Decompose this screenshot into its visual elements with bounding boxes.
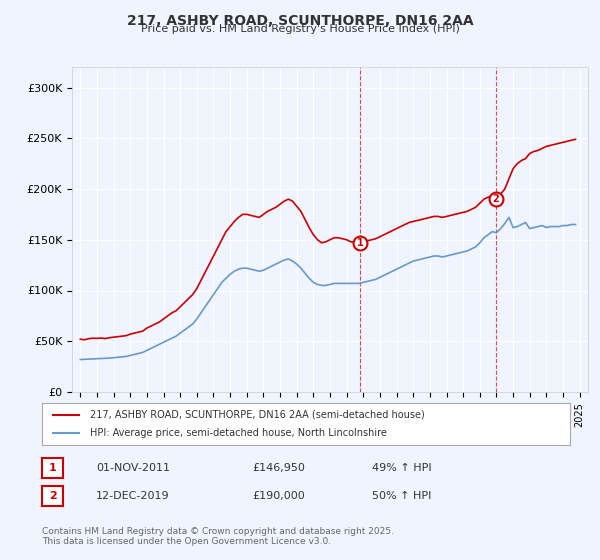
Text: 12-DEC-2019: 12-DEC-2019 xyxy=(96,491,170,501)
Text: 01-NOV-2011: 01-NOV-2011 xyxy=(96,463,170,473)
Text: 217, ASHBY ROAD, SCUNTHORPE, DN16 2AA: 217, ASHBY ROAD, SCUNTHORPE, DN16 2AA xyxy=(127,14,473,28)
Text: 2: 2 xyxy=(492,194,499,204)
Text: £146,950: £146,950 xyxy=(252,463,305,473)
Text: 1: 1 xyxy=(49,463,56,473)
Text: 217, ASHBY ROAD, SCUNTHORPE, DN16 2AA (semi-detached house): 217, ASHBY ROAD, SCUNTHORPE, DN16 2AA (s… xyxy=(89,410,424,420)
Text: 2: 2 xyxy=(49,491,56,501)
Text: 1: 1 xyxy=(357,238,364,248)
Text: £190,000: £190,000 xyxy=(252,491,305,501)
Text: Price paid vs. HM Land Registry's House Price Index (HPI): Price paid vs. HM Land Registry's House … xyxy=(140,24,460,34)
Text: 49% ↑ HPI: 49% ↑ HPI xyxy=(372,463,431,473)
Text: Contains HM Land Registry data © Crown copyright and database right 2025.
This d: Contains HM Land Registry data © Crown c… xyxy=(42,526,394,546)
Text: HPI: Average price, semi-detached house, North Lincolnshire: HPI: Average price, semi-detached house,… xyxy=(89,428,386,438)
Text: 50% ↑ HPI: 50% ↑ HPI xyxy=(372,491,431,501)
